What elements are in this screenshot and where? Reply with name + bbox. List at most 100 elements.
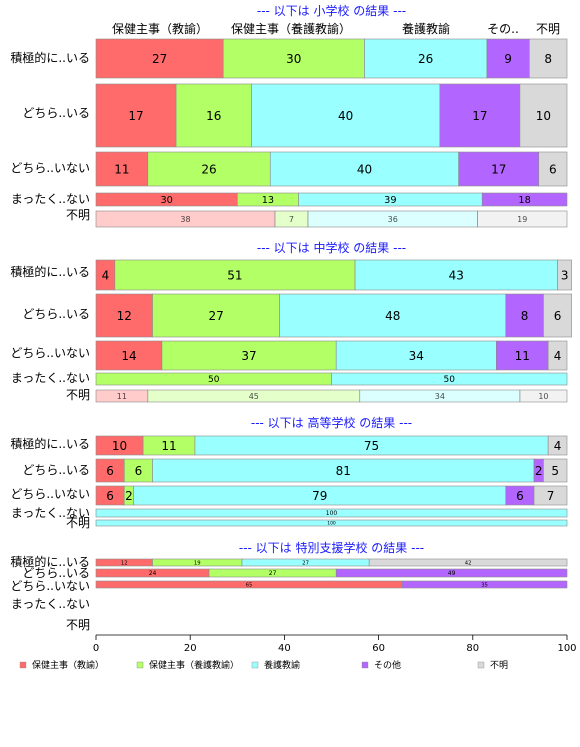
bar-segment bbox=[95, 340, 163, 371]
data-label: 40 bbox=[338, 109, 353, 123]
x-tick-label: 80 bbox=[466, 643, 479, 654]
data-label: 48 bbox=[385, 309, 400, 323]
data-label: 14 bbox=[121, 349, 136, 363]
bar-segment bbox=[331, 372, 568, 386]
bar-segment bbox=[519, 83, 568, 148]
data-label: 11 bbox=[114, 162, 129, 176]
bar-segment bbox=[335, 568, 568, 578]
bar-segment bbox=[222, 38, 365, 79]
legend-swatch bbox=[136, 661, 144, 669]
bar-segment bbox=[458, 151, 540, 187]
data-label: 6 bbox=[135, 464, 143, 478]
data-label: 81 bbox=[336, 464, 351, 478]
data-label: 37 bbox=[241, 349, 256, 363]
bar-segment bbox=[175, 83, 252, 148]
data-label: 6 bbox=[554, 309, 562, 323]
row-label: どちら..いない bbox=[10, 346, 90, 360]
data-label: 2 bbox=[125, 489, 133, 503]
legend-swatch bbox=[361, 661, 369, 669]
data-label: 27 bbox=[302, 560, 309, 566]
row-label: 積極的に..いる bbox=[10, 264, 90, 279]
legend-swatch bbox=[477, 661, 485, 669]
bar-segment bbox=[547, 435, 568, 456]
row-label: 積極的に..いる bbox=[10, 436, 90, 451]
legend-label: その他 bbox=[374, 659, 401, 671]
data-label: 36 bbox=[388, 215, 398, 224]
data-label: 75 bbox=[364, 439, 379, 453]
data-label: 40 bbox=[357, 162, 372, 176]
data-label: 39 bbox=[384, 195, 396, 206]
row-label: 積極的に..いる bbox=[10, 50, 90, 65]
data-label: 10 bbox=[538, 392, 548, 401]
row-label: まったく..ない bbox=[11, 597, 90, 611]
row-label: どちら..いる bbox=[22, 566, 90, 580]
data-label: 30 bbox=[286, 52, 301, 66]
bar-segment bbox=[251, 83, 441, 148]
data-label: 6 bbox=[106, 464, 114, 478]
data-label: 12 bbox=[121, 560, 128, 566]
data-label: 17 bbox=[472, 109, 487, 123]
data-label: 30 bbox=[160, 195, 172, 206]
bar-segment bbox=[529, 38, 568, 79]
data-label: 27 bbox=[208, 309, 223, 323]
bar-segment bbox=[368, 558, 568, 567]
data-label: 51 bbox=[227, 268, 242, 282]
data-label: 17 bbox=[128, 109, 143, 123]
bar-segment bbox=[95, 293, 153, 338]
panel-title: --- 以下は 中学校 の結果 --- bbox=[257, 240, 406, 255]
bar-segment bbox=[354, 259, 558, 291]
data-label: 50 bbox=[208, 375, 220, 385]
data-label: 26 bbox=[201, 162, 216, 176]
bar-segment bbox=[279, 293, 507, 338]
bar-segment bbox=[95, 83, 177, 148]
data-label: 19 bbox=[194, 560, 201, 566]
bar-segment bbox=[439, 83, 521, 148]
column-header: その.. bbox=[487, 22, 519, 36]
data-label: 11 bbox=[161, 439, 176, 453]
row-label: 積極的に..いる bbox=[10, 554, 90, 569]
bar-segment bbox=[147, 151, 271, 187]
data-label: 7 bbox=[547, 489, 555, 503]
bar-segment bbox=[547, 340, 568, 371]
column-header: 保健主事（養護教諭） bbox=[231, 21, 351, 36]
data-label: 26 bbox=[418, 52, 433, 66]
column-header: 保健主事（教諭） bbox=[112, 21, 208, 36]
legend-label: 保健主事（教諭） bbox=[32, 659, 104, 671]
bar-segment bbox=[543, 293, 573, 338]
x-tick-label: 60 bbox=[372, 643, 385, 654]
data-label: 11 bbox=[515, 349, 530, 363]
bar-segment bbox=[335, 340, 497, 371]
data-label: 4 bbox=[102, 268, 110, 282]
row-label: どちら..いる bbox=[22, 463, 90, 477]
data-label: 6 bbox=[549, 162, 557, 176]
data-label: 100 bbox=[327, 521, 336, 527]
data-label: 19 bbox=[517, 215, 527, 224]
data-label: 45 bbox=[249, 392, 259, 401]
bar-segment bbox=[519, 389, 568, 403]
bar-segment bbox=[364, 38, 488, 79]
bar-segment bbox=[533, 485, 568, 506]
data-label: 24 bbox=[149, 570, 157, 577]
data-label: 3 bbox=[561, 268, 569, 282]
bar-segment bbox=[557, 259, 573, 291]
bar-segment bbox=[481, 192, 568, 207]
data-label: 4 bbox=[554, 349, 562, 363]
bar-segment bbox=[496, 340, 549, 371]
data-label: 6 bbox=[106, 489, 114, 503]
data-label: 4 bbox=[554, 439, 562, 453]
legend-label: 保健主事（養護教諭） bbox=[149, 659, 239, 671]
bar-segment bbox=[161, 340, 337, 371]
data-label: 8 bbox=[521, 309, 529, 323]
data-label: 79 bbox=[312, 489, 327, 503]
legend-label: 養護教諭 bbox=[264, 659, 300, 671]
legend-swatch bbox=[19, 661, 27, 669]
data-label: 2 bbox=[535, 464, 543, 478]
data-label: 50 bbox=[444, 375, 456, 385]
data-label: 16 bbox=[206, 109, 221, 123]
row-label: 不明 bbox=[66, 208, 90, 222]
data-label: 11 bbox=[117, 392, 127, 401]
bar-segment bbox=[543, 458, 568, 483]
bar-segment bbox=[538, 151, 568, 187]
data-label: 100 bbox=[326, 510, 338, 517]
